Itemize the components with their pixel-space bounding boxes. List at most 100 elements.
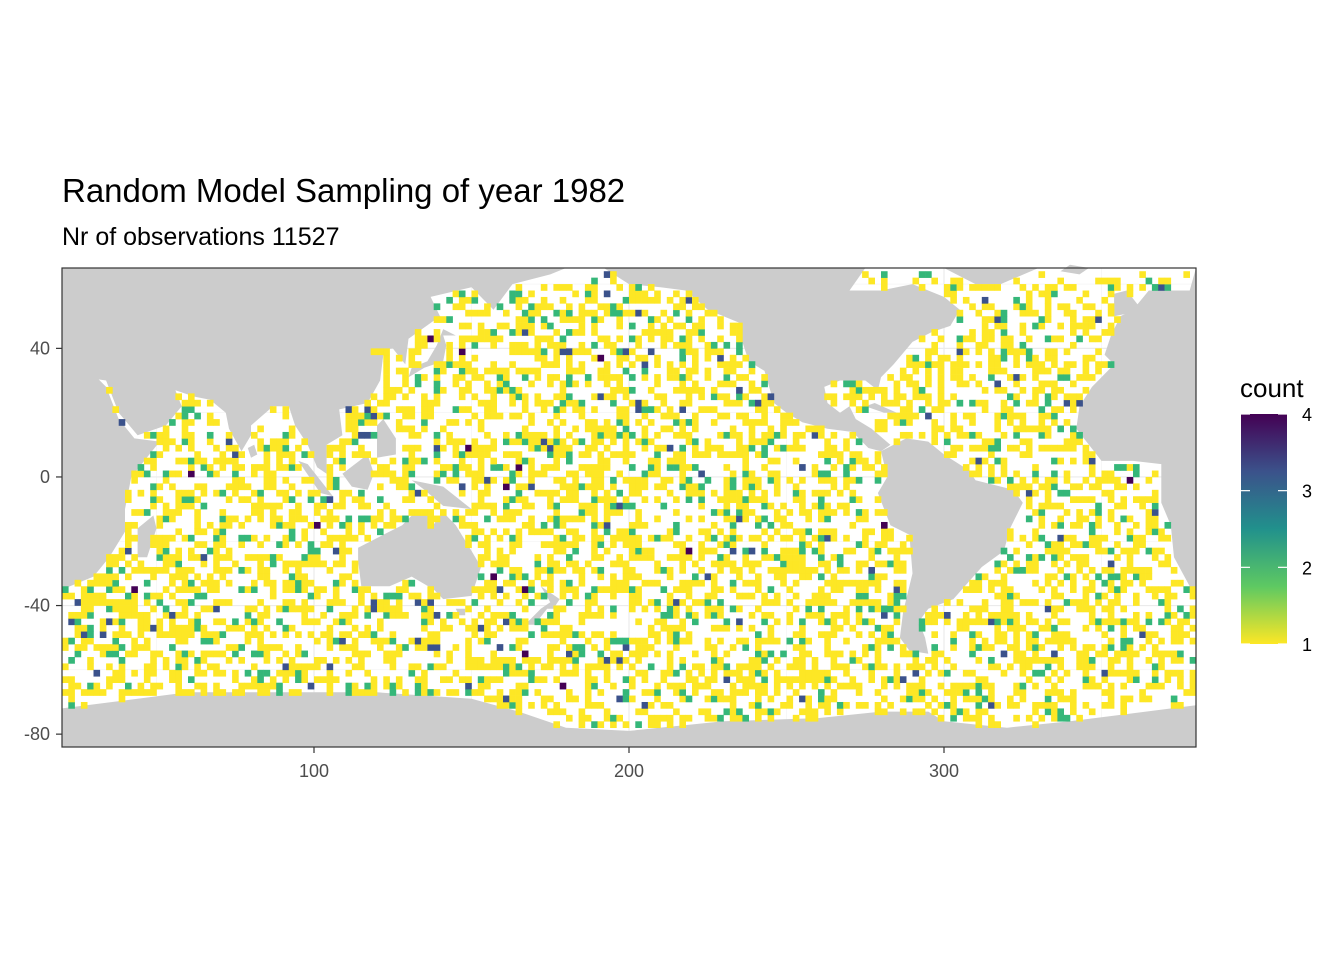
observation-cell xyxy=(1114,277,1121,285)
observation-cell xyxy=(818,599,825,606)
observation-cell xyxy=(496,586,504,593)
observation-cell xyxy=(1044,618,1052,626)
observation-cell xyxy=(767,476,775,484)
observation-cell xyxy=(553,361,560,368)
observation-cell xyxy=(629,502,636,510)
observation-cell xyxy=(937,611,945,619)
observation-cell xyxy=(1038,515,1046,523)
observation-cell xyxy=(723,431,731,439)
observation-cell xyxy=(566,457,573,465)
observation-cell xyxy=(74,618,82,626)
observation-cell xyxy=(1145,637,1153,645)
observation-cell xyxy=(421,637,428,645)
observation-cell xyxy=(1063,444,1071,452)
observation-cell xyxy=(597,586,605,593)
observation-cell xyxy=(408,464,416,471)
observation-cell xyxy=(887,547,894,555)
observation-cell xyxy=(792,676,800,684)
observation-cell xyxy=(622,541,630,548)
observation-cell xyxy=(238,656,245,664)
observation-cell xyxy=(572,541,579,548)
observation-cell xyxy=(591,476,598,484)
observation-cell xyxy=(666,663,674,671)
observation-cell xyxy=(981,322,989,330)
observation-cell xyxy=(484,682,491,690)
observation-cell xyxy=(641,354,649,362)
observation-cell xyxy=(937,399,945,407)
observation-cell xyxy=(629,566,636,574)
observation-cell xyxy=(509,611,516,619)
observation-cell xyxy=(106,554,113,561)
observation-cell xyxy=(326,682,334,690)
observation-cell xyxy=(515,599,523,606)
observation-cell xyxy=(767,663,775,671)
observation-cell xyxy=(855,560,863,568)
observation-cell xyxy=(874,470,882,478)
observation-cell xyxy=(440,367,447,375)
observation-cell xyxy=(578,399,586,407)
observation-cell xyxy=(692,573,699,581)
observation-cell xyxy=(307,663,315,671)
observation-cell xyxy=(647,534,655,542)
observation-cell xyxy=(818,695,825,703)
observation-cell xyxy=(547,515,554,523)
observation-cell xyxy=(988,438,995,446)
observation-cell xyxy=(1051,605,1058,613)
observation-cell xyxy=(131,637,138,645)
observation-cell xyxy=(213,534,220,542)
observation-cell xyxy=(704,438,712,446)
observation-cell xyxy=(673,464,680,471)
observation-cell xyxy=(490,464,497,471)
observation-cell xyxy=(206,412,214,420)
observation-cell xyxy=(402,611,409,619)
observation-cell xyxy=(723,451,731,458)
observation-cell xyxy=(125,631,132,638)
observation-cell xyxy=(465,322,472,330)
observation-cell xyxy=(773,509,781,516)
observation-cell xyxy=(1088,644,1096,651)
observation-cell xyxy=(282,438,290,446)
observation-cell xyxy=(981,573,989,581)
observation-cell xyxy=(521,393,529,401)
observation-cell xyxy=(225,554,233,561)
observation-cell xyxy=(572,476,579,484)
observation-cell xyxy=(1000,399,1008,407)
observation-cell xyxy=(515,431,523,439)
observation-cell xyxy=(572,669,579,677)
observation-cell xyxy=(629,335,636,343)
observation-cell xyxy=(471,296,479,304)
observation-cell xyxy=(1019,476,1027,484)
observation-cell xyxy=(969,714,976,722)
observation-cell xyxy=(616,412,623,420)
observation-cell xyxy=(446,419,453,426)
observation-cell xyxy=(717,316,724,323)
observation-cell xyxy=(918,406,926,413)
observation-cell xyxy=(232,618,239,626)
observation-cell xyxy=(603,669,611,677)
observation-cell xyxy=(326,676,334,684)
observation-cell xyxy=(408,386,416,394)
observation-cell xyxy=(307,541,315,548)
observation-cell xyxy=(855,611,863,619)
observation-cell xyxy=(584,380,592,388)
observation-cell xyxy=(862,509,869,516)
observation-cell xyxy=(1082,386,1090,394)
observation-cell xyxy=(282,560,290,568)
observation-cell xyxy=(194,521,201,529)
observation-cell xyxy=(1013,650,1020,658)
observation-cell xyxy=(194,509,201,516)
observation-cell xyxy=(698,406,705,413)
observation-cell xyxy=(112,669,119,677)
observation-cell xyxy=(906,547,913,555)
observation-cell xyxy=(566,541,573,548)
observation-cell xyxy=(1088,521,1096,529)
observation-cell xyxy=(736,451,743,458)
observation-cell xyxy=(647,624,655,632)
observation-cell xyxy=(1095,361,1102,368)
observation-cell xyxy=(282,444,290,452)
observation-cell xyxy=(553,521,560,529)
observation-cell xyxy=(692,560,699,568)
observation-cell xyxy=(276,489,283,497)
observation-cell xyxy=(188,496,195,503)
observation-cell xyxy=(862,541,869,548)
